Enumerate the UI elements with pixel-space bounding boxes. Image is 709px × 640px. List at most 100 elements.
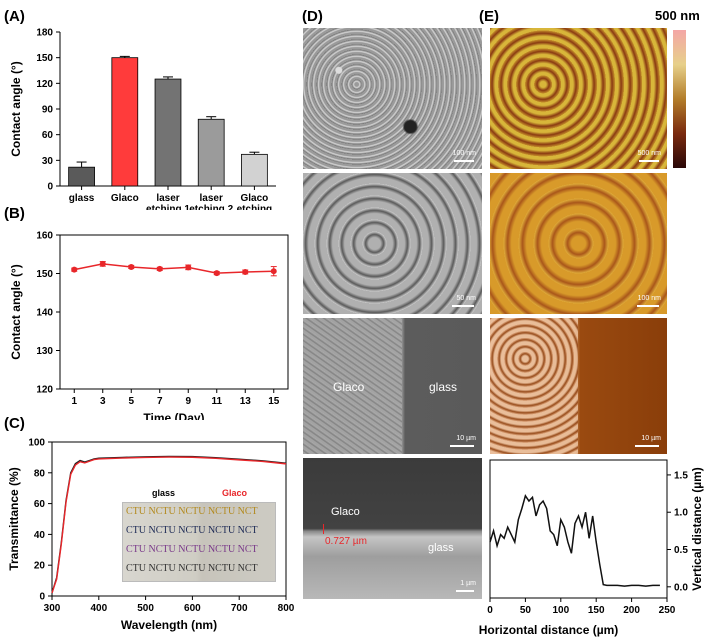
sem-scale-label: 100 nm <box>452 150 476 157</box>
data-point <box>156 265 163 272</box>
x-tick-label: 250 <box>659 605 676 616</box>
plot-frame <box>489 459 668 599</box>
inset-label-glass: glass <box>152 488 176 498</box>
afm-image-interface: 10 µm <box>490 318 667 454</box>
x-tick-label: 11 <box>211 396 222 407</box>
panel-label-c: (C) <box>4 415 25 432</box>
x-tick-label: 15 <box>268 396 280 407</box>
x-tick-label: 3 <box>100 396 106 407</box>
y-axis-label: Contact angle (°) <box>9 61 23 156</box>
y-tick-label: 0 <box>39 592 45 603</box>
inset-text-row: CTU NCTU NCTU NCTU NCT <box>126 563 258 574</box>
x-tick-label: 5 <box>128 396 134 407</box>
sem-image-cross-section: Glaco 0.727 µm glass 1 µm <box>303 458 482 599</box>
afm-scale-bar <box>635 445 659 447</box>
x-tick-label: 50 <box>520 605 532 616</box>
x-axis-label: Wavelength (nm) <box>121 618 217 632</box>
y-tick-label: 180 <box>36 28 53 39</box>
y-axis-label: Transmittance (%) <box>7 467 21 570</box>
x-tick-label: Glaco <box>111 193 139 204</box>
x-axis-label: Horizontal distance (µm) <box>479 623 619 637</box>
afm-scale-label: 10 µm <box>641 435 661 442</box>
y-tick-label: 120 <box>36 79 53 90</box>
transmittance-inset: glass Glaco CTU NCTU NCTU NCTU NCT CTU N… <box>120 488 276 582</box>
profile-line <box>489 494 660 587</box>
x-tick-label: glass <box>69 193 95 204</box>
y-axis-label: Contact angle (°) <box>9 264 23 359</box>
afm-scale-label: 100 nm <box>637 295 661 302</box>
y-tick-label: 150 <box>36 269 53 280</box>
x-tick-label: Glaco <box>241 193 269 204</box>
x-tick-label: 100 <box>552 605 569 616</box>
x-tick-label: 200 <box>623 605 640 616</box>
x-tick-label: 1 <box>71 396 77 407</box>
sem-cs-glaco-label: Glaco <box>331 506 360 518</box>
sem-scale-bar <box>452 305 474 307</box>
sem-cs-glass-label: glass <box>428 542 454 554</box>
afm-image-100nm: 100 nm <box>490 173 667 314</box>
inset-text-row: CTU NCTU NCTU NCTU NCT <box>126 506 258 517</box>
x-tick-label: 13 <box>240 396 252 407</box>
x-tick-label: 9 <box>185 396 191 407</box>
sem-image-interface: Glaco glass 10 µm <box>303 318 482 454</box>
panel-label-b: (B) <box>4 205 25 222</box>
sem-scale-label: 50 nm <box>456 295 476 302</box>
afm-image-500nm: 500 nm <box>490 28 667 169</box>
series-line <box>74 263 274 274</box>
x-tick-label: 300 <box>44 603 61 614</box>
y-tick-label: 20 <box>34 561 46 572</box>
sem-scale-label: 10 µm <box>456 435 476 442</box>
y-tick-label: 130 <box>36 346 53 357</box>
afm-glaco-region <box>490 318 578 454</box>
x-tick-label: 800 <box>278 603 295 614</box>
afm-scale-bar <box>637 305 659 307</box>
y-tick-label: 60 <box>42 130 54 141</box>
y-tick-label: 80 <box>34 468 46 479</box>
y-tick-label: 0.5 <box>674 545 688 556</box>
data-point <box>128 263 135 270</box>
y-tick-label: 90 <box>42 105 54 116</box>
inset-label-glaco: Glaco <box>222 488 248 498</box>
y-axis-label: Vertical distance (µm) <box>690 467 704 591</box>
data-point <box>213 270 220 277</box>
sem-image-100nm: 100 nm <box>303 28 482 169</box>
x-tick-label: laser <box>200 193 223 204</box>
sem-image-50nm: 50 nm <box>303 173 482 314</box>
sem-scale-bar <box>456 590 474 592</box>
y-tick-label: 140 <box>36 308 53 319</box>
x-tick-label: etching 2 <box>189 204 233 210</box>
x-tick-label: etching 1 <box>146 204 190 210</box>
sem-thickness-label: 0.727 µm <box>325 536 367 547</box>
data-point <box>99 260 106 267</box>
x-tick-label: laser <box>156 193 179 204</box>
inset-text-row: CTU NCTU NCTU NCTU NCT <box>126 525 258 536</box>
afm-scale-label: 500 nm <box>637 150 661 157</box>
sem-glaco-label: Glaco <box>333 380 365 394</box>
sem-scale-bar <box>450 445 474 447</box>
sem-thickness-arrow <box>323 524 324 534</box>
sem-scale-label: 1 µm <box>460 580 476 587</box>
y-tick-label: 40 <box>34 530 46 541</box>
panel-label-a: (A) <box>4 8 25 25</box>
x-tick-label: 0 <box>487 605 493 616</box>
data-point <box>185 264 192 271</box>
x-tick-label: 400 <box>90 603 107 614</box>
y-tick-label: 160 <box>36 231 53 242</box>
sem-glass-label: glass <box>429 380 458 394</box>
data-point <box>270 268 277 275</box>
inset-text-row: CTU NCTU NCTU NCTU NCT <box>126 544 258 555</box>
x-tick-label: 500 <box>137 603 154 614</box>
y-tick-label: 1.5 <box>674 470 688 481</box>
panel-label-d: (D) <box>302 8 323 25</box>
y-tick-label: 120 <box>36 385 53 396</box>
y-tick-label: 0.0 <box>674 582 688 593</box>
y-tick-label: 30 <box>42 156 54 167</box>
sem-glaco-region <box>303 318 402 454</box>
x-axis-label: Time (Day) <box>143 411 204 420</box>
data-point <box>71 266 78 273</box>
series-line-glaco <box>51 456 287 594</box>
y-tick-label: 1.0 <box>674 508 688 519</box>
x-tick-label: etching <box>237 204 273 210</box>
